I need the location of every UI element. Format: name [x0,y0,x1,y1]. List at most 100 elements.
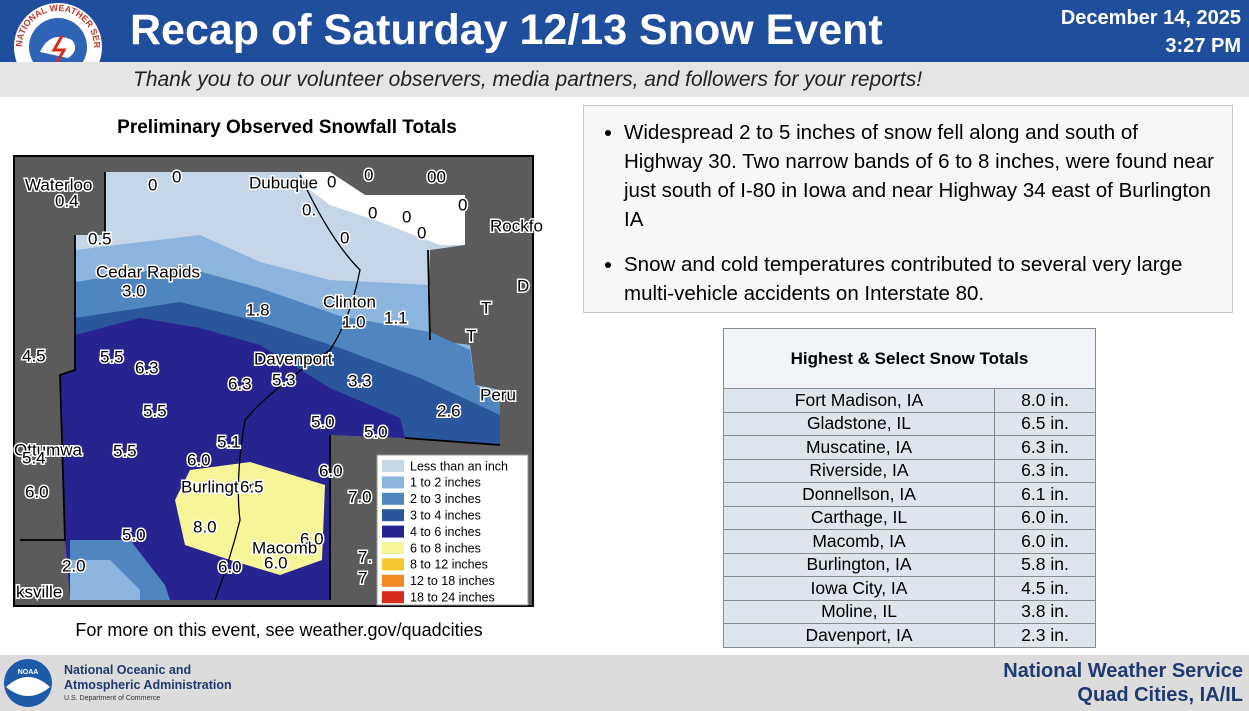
table-row: Fort Madison, IA 8.0 in. [723,388,1096,413]
map-label: 6.3 [228,374,252,393]
location: Iowa City, IA [723,576,995,601]
location: Donnellson, IA [723,482,995,507]
map-label: T [466,326,476,345]
map-label: ksville [16,582,62,601]
table-title: Highest & Select Snow Totals [723,328,1096,389]
location: Riverside, IA [723,458,995,483]
map-label: 1.0 [342,312,366,331]
map-label: Rockfo [490,216,543,235]
legend-swatch [382,558,404,571]
map-label: 0.4 [55,191,79,210]
legend-swatch [382,574,404,587]
noaa-text: NOAA [18,669,39,676]
map-label: Burlington [181,477,258,496]
table-row: Donnellson, IA 6.1 in. [723,482,1096,507]
map-label: 4.5 [22,346,46,365]
map-caption: For more on this event, see weather.gov/… [75,620,483,640]
map-label: Dubuque [249,173,318,192]
table-row: Muscatine, IA 6.3 in. [723,435,1096,460]
agency-line: National Oceanic and [64,663,192,677]
map-label: 1.1 [384,308,408,327]
map-label: 6.0 [187,450,211,469]
location: Davenport, IA [723,623,995,648]
map-label: 6.3 [135,358,159,377]
snow-total: 6.3 in. [994,435,1096,460]
map-label: 0 [368,203,377,222]
map-label: 5.5 [100,347,124,366]
legend-label: 1 to 2 inches [410,476,481,490]
table-row: Gladstone, IL 6.5 in. [723,411,1096,436]
map-label: 0 [340,228,349,247]
legend-label: 12 to 18 inches [410,574,495,588]
map-label: T [481,298,491,317]
map-label: 0.5 [88,229,112,248]
snow-total: 6.3 in. [994,458,1096,483]
location: Burlington, IA [723,552,995,577]
header-bar [0,0,1249,62]
legend-swatch [382,542,404,554]
map-label: Ottumwa [14,440,83,459]
map-label: 00 [427,167,446,186]
map-label: 7.0 [348,487,372,506]
bullet-list: Widespread 2 to 5 inches of snow fell al… [584,118,1222,308]
map-label: 7 [358,568,367,587]
legend-label: 2 to 3 inches [410,492,481,506]
map-label: 6.0 [25,482,49,501]
map-label: 5.0 [364,422,388,441]
location: Fort Madison, IA [723,388,995,413]
map-label: 3.0 [122,281,146,300]
table-row: Carthage, IL 6.0 in. [723,505,1096,530]
table-row: Riverside, IA 6.3 in. [723,458,1096,483]
snow-total: 3.8 in. [994,599,1096,624]
legend-label: 18 to 24 inches [410,590,495,604]
map-label: 5.0 [311,412,335,431]
map-label: 5.1 [217,432,241,451]
map-label: 0 [364,165,373,184]
table-row: Iowa City, IA 4.5 in. [723,576,1096,601]
legend-swatch [382,591,404,604]
snow-total: 2.3 in. [994,623,1096,648]
title: Recap of Saturday 12/13 Snow Event [130,6,883,54]
location: Moline, IL [723,599,995,624]
map-label: Waterloo [25,175,92,194]
map-label: 7. [358,547,372,566]
map-label: 5.5 [143,401,167,420]
office-name: National Weather Service [1003,660,1243,682]
location: Muscatine, IA [723,435,995,460]
agency-line: Atmospheric Administration [64,678,232,692]
map-label: 0 [402,207,411,226]
snow-total: 4.5 in. [994,576,1096,601]
map-label: Davenport [254,349,333,368]
legend-swatch [382,460,404,472]
map-label: Macomb [252,538,317,557]
office-location: Quad Cities, IA/IL [1077,684,1243,706]
location: Gladstone, IL [723,411,995,436]
map-label: 5.4 [22,448,46,467]
snow-table: Highest & Select Snow Totals Fort Madiso… [723,328,1096,648]
table-row: Macomb, IA 6.0 in. [723,529,1096,554]
snow-total: 6.0 in. [994,529,1096,554]
map-label: 1.8 [246,300,270,319]
map-label: Clinton [323,292,376,311]
legend-swatch [382,509,404,522]
snow-total: 8.0 in. [994,388,1096,413]
map-label: 5.3 [272,370,296,389]
map-label: 0 [327,172,336,191]
map-label: 2.0 [62,556,86,575]
bullet-box: Widespread 2 to 5 inches of snow fell al… [583,105,1233,313]
legend-swatch [382,525,404,538]
map-label: 6.0 [264,553,288,572]
map-label: 5.5 [113,441,137,460]
map-label: 8.0 [193,517,217,536]
map-label: 0 [417,223,426,242]
map-label: 6.0 [300,529,324,548]
map-label: 6.5 [240,477,264,496]
table-row: Moline, IL 3.8 in. [723,599,1096,624]
snow-total: 6.5 in. [994,411,1096,436]
map-label: 5.0 [122,525,146,544]
legend-label: 4 to 6 inches [410,525,481,539]
noaa-logo: NOAA [4,659,52,707]
map-label: Cedar Rapids [96,262,200,281]
